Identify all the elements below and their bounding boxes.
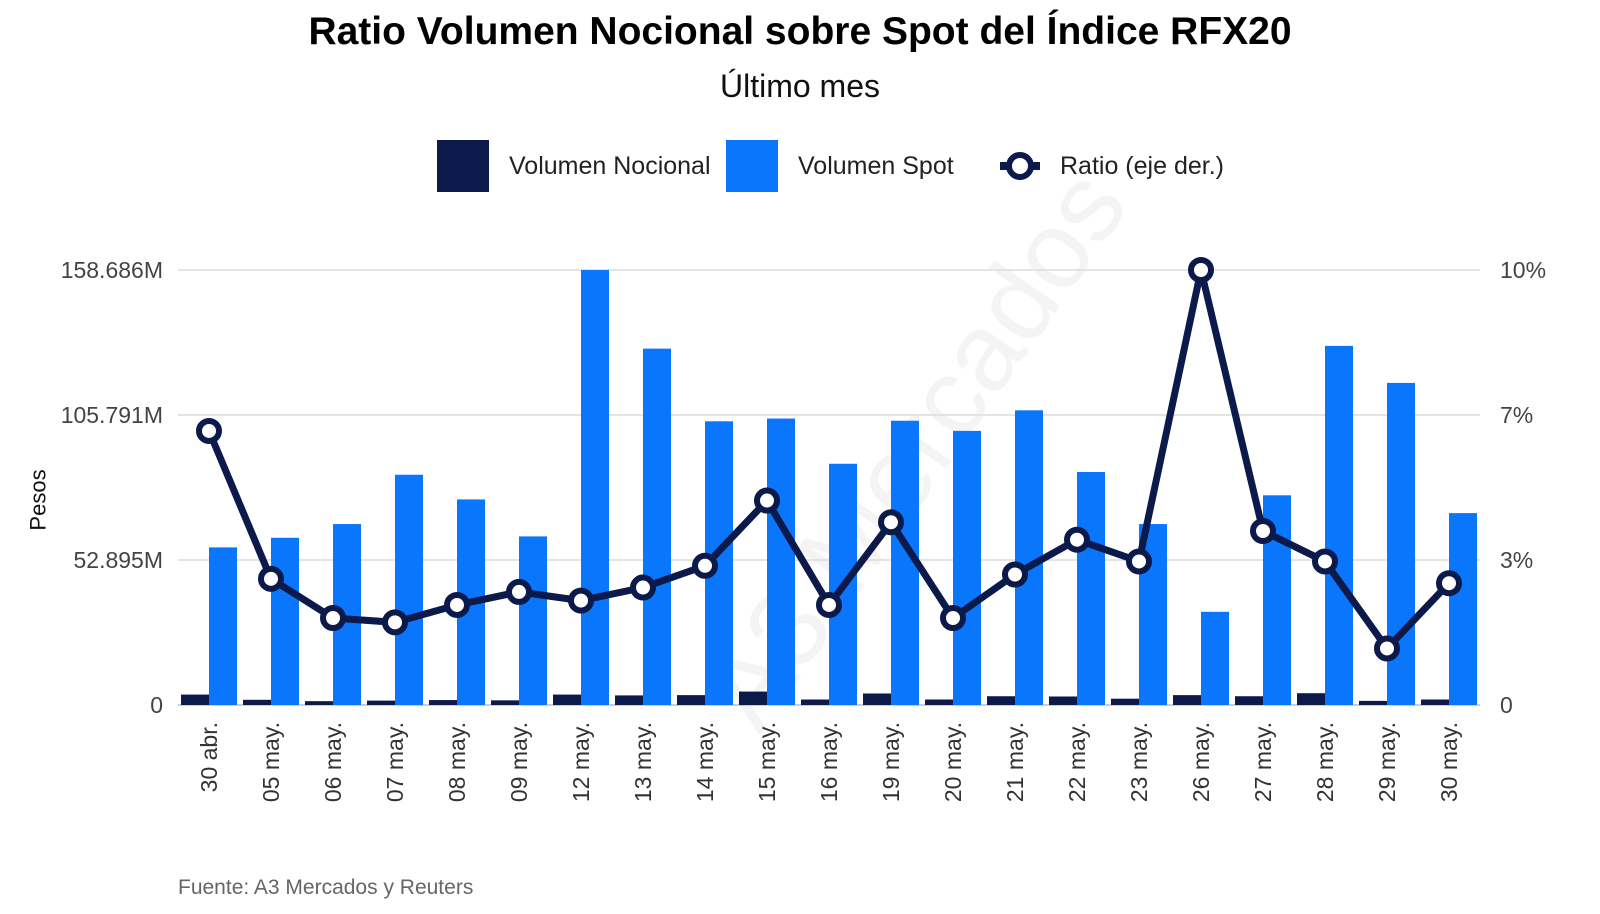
legend: Volumen Nocional Volumen Spot Ratio (eje… (0, 140, 1600, 192)
source-note: Fuente: A3 Mercados y Reuters (178, 876, 474, 899)
bar-volumen-spot (1201, 611, 1229, 705)
bar-volumen-nocional (305, 701, 333, 705)
x-tick-label: 23 may. (1126, 722, 1152, 802)
bar-volumen-nocional (491, 700, 519, 705)
y-left-tick-label: 52.895M (73, 547, 163, 573)
bar-volumen-nocional (1297, 693, 1325, 705)
y-right-tick-label: 3% (1500, 547, 1533, 573)
x-tick-label: 06 may. (320, 722, 346, 802)
x-tick-label: 19 may. (878, 722, 904, 802)
x-tick-label: 16 may. (816, 722, 842, 802)
bar-volumen-nocional (1049, 696, 1077, 705)
legend-label-nocional: Volumen Nocional (509, 151, 711, 180)
bar-volumen-spot (1325, 345, 1353, 705)
bar-volumen-spot (581, 270, 609, 705)
ratio-point (940, 605, 966, 631)
y-right-tick-label: 10% (1500, 257, 1546, 283)
bar-volumen-spot (1077, 471, 1105, 705)
x-tick-label: 29 may. (1374, 722, 1400, 802)
x-tick-label: 14 may. (692, 722, 718, 802)
bar-volumen-nocional (429, 700, 457, 705)
bar-volumen-nocional (1111, 698, 1139, 705)
bar-volumen-spot (209, 547, 237, 705)
bar-volumen-spot (1449, 513, 1477, 705)
ratio-point (320, 605, 346, 631)
bar-volumen-nocional (677, 695, 705, 705)
x-tick-label: 05 may. (258, 722, 284, 802)
ratio-point (754, 487, 780, 514)
bar-volumen-spot (643, 348, 671, 705)
bar-volumen-nocional (1235, 696, 1263, 705)
ratio-point (196, 417, 222, 444)
legend-swatch-nocional (437, 140, 489, 192)
bar-volumen-nocional (553, 694, 581, 705)
x-tick-label: 30 may. (1436, 722, 1462, 802)
bar-volumen-nocional (367, 700, 395, 705)
chart-title: Ratio Volumen Nocional sobre Spot del Ín… (308, 10, 1292, 53)
ratio-point (1002, 561, 1028, 588)
bar-volumen-spot (519, 536, 547, 705)
legend-item-nocional[interactable]: Volumen Nocional (437, 140, 711, 192)
bar-volumen-spot (767, 418, 795, 705)
y-left-tick-label: 105.791M (61, 402, 163, 428)
ratio-point (1436, 570, 1462, 597)
x-tick-label: 12 may. (568, 722, 594, 802)
ratio-point (258, 565, 284, 592)
x-tick-label: 13 may. (630, 722, 656, 802)
x-tick-label: 15 may. (754, 722, 780, 802)
x-tick-label: 08 may. (444, 722, 470, 802)
x-tick-label: 30 abr. (196, 722, 222, 792)
legend-label-ratio: Ratio (eje der.) (1060, 151, 1224, 180)
legend-label-spot: Volumen Spot (798, 151, 954, 180)
ratio-point (1250, 518, 1276, 544)
x-tick-label: 26 may. (1188, 722, 1214, 802)
ratio-point (1312, 548, 1338, 575)
y-left-tick-label: 0 (150, 692, 163, 718)
chart-subtitle: Último mes (719, 68, 880, 104)
ratio-point (816, 591, 842, 618)
ratio-point (878, 509, 904, 536)
x-tick-label: 22 may. (1064, 722, 1090, 802)
ratio-point (630, 574, 656, 601)
bar-volumen-nocional (987, 696, 1015, 705)
bar-volumen-nocional (243, 699, 271, 705)
ratio-point (444, 591, 470, 618)
bar-volumen-nocional (1173, 695, 1201, 705)
bar-volumen-nocional (1359, 700, 1387, 705)
bar-volumen-nocional (615, 695, 643, 705)
bar-volumen-spot (271, 537, 299, 705)
x-tick-label: 20 may. (940, 722, 966, 802)
bar-volumen-spot (395, 474, 423, 705)
x-tick-label: 27 may. (1250, 722, 1276, 802)
x-tick-label: 09 may. (506, 722, 532, 802)
bar-volumen-nocional (1421, 699, 1449, 705)
ratio-point (1064, 526, 1090, 553)
x-tick-label: 21 may. (1002, 722, 1028, 802)
bar-volumen-nocional (739, 691, 767, 705)
ratio-point (1374, 635, 1400, 662)
ratio-point (382, 609, 408, 636)
ratio-point (1126, 548, 1152, 575)
y-right-tick-label: 0 (1500, 692, 1513, 718)
bar-volumen-nocional (863, 693, 891, 705)
y-right-tick-label: 7% (1500, 402, 1533, 428)
ratio-point (692, 552, 718, 579)
ratio-point (1188, 257, 1214, 283)
bar-volumen-nocional (181, 694, 209, 705)
bar-volumen-spot (953, 430, 981, 705)
x-tick-label: 28 may. (1312, 722, 1338, 802)
legend-item-ratio[interactable]: Ratio (eje der.) (1000, 140, 1224, 192)
legend-marker-ratio (1000, 140, 1040, 192)
legend-item-spot[interactable]: Volumen Spot (726, 140, 954, 192)
ratio-point (568, 587, 594, 614)
y-left-tick-label: 158.686M (61, 257, 163, 283)
ratio-point (506, 578, 532, 605)
x-tick-label: 07 may. (382, 722, 408, 802)
bar-volumen-nocional (925, 699, 953, 705)
bar-volumen-nocional (801, 699, 829, 705)
legend-swatch-spot (726, 140, 778, 192)
